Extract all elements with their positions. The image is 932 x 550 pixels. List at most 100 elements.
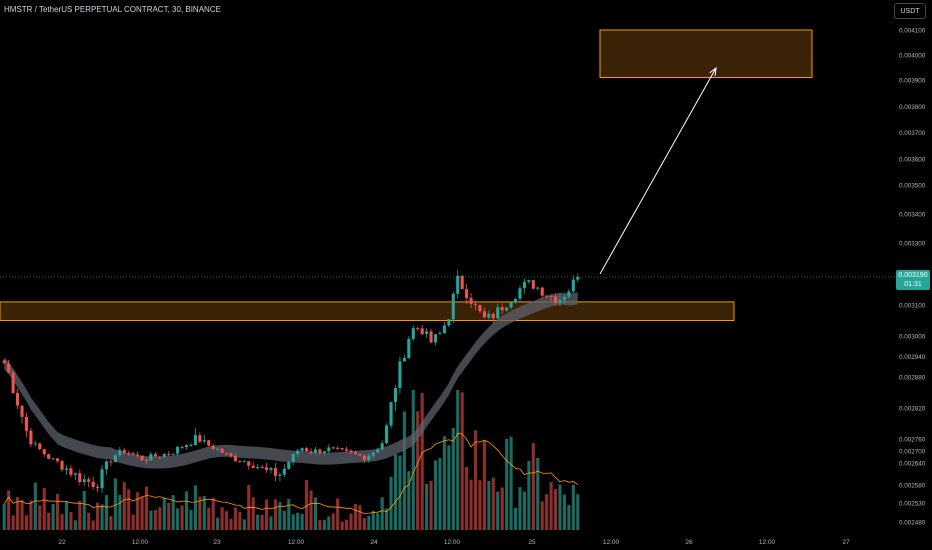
volume-bar xyxy=(91,520,95,530)
candle-body xyxy=(425,331,429,335)
volume-bar xyxy=(136,492,140,530)
volume-bar xyxy=(540,501,544,530)
candle-body xyxy=(24,416,29,431)
candle-body xyxy=(496,307,500,319)
candle-body xyxy=(571,279,575,292)
volume-bar xyxy=(371,510,375,530)
candle-body xyxy=(545,295,549,297)
candle-body xyxy=(353,452,358,455)
candle-body xyxy=(482,311,486,318)
volume-bar xyxy=(447,445,451,530)
time-tick-label: 25 xyxy=(528,539,536,546)
volume-bar xyxy=(47,512,51,530)
candle-body xyxy=(416,328,420,330)
volume-bar xyxy=(251,497,255,530)
candle-body xyxy=(447,319,451,326)
candle-body xyxy=(167,454,171,456)
last-price-value: 0.003190 xyxy=(898,272,928,279)
candle-body xyxy=(87,479,91,482)
volume-bar xyxy=(269,516,273,530)
candle-body xyxy=(140,455,144,460)
candle-body xyxy=(16,392,20,406)
candle-body xyxy=(64,468,69,470)
candle-body xyxy=(260,466,264,468)
candle-body xyxy=(318,449,322,454)
candle-body xyxy=(287,461,291,469)
volume-bar xyxy=(482,440,486,530)
candle-body xyxy=(296,450,300,454)
candle-body xyxy=(540,287,544,296)
volume-bar xyxy=(87,512,91,530)
candle-body xyxy=(576,277,580,280)
candle-body xyxy=(109,461,113,463)
candle-body xyxy=(171,453,175,455)
candle-body xyxy=(456,275,460,294)
candle-body xyxy=(211,445,215,450)
volume-bar xyxy=(313,497,318,530)
volume-bar xyxy=(353,503,358,530)
volume-bar xyxy=(7,490,11,530)
volume-bar xyxy=(478,480,482,530)
volume-bar xyxy=(167,502,171,530)
volume-bar xyxy=(296,512,300,530)
candle-body xyxy=(162,454,166,458)
candle-body xyxy=(558,299,562,303)
candle-body xyxy=(393,388,398,403)
volume-bar xyxy=(367,516,371,530)
volume-bar xyxy=(433,460,438,530)
candle-body xyxy=(238,461,242,463)
volume-bar xyxy=(16,497,20,530)
volume-bar xyxy=(149,510,153,530)
volume-bar xyxy=(264,499,269,530)
volume-bar xyxy=(24,515,29,530)
volume-bar xyxy=(340,521,344,530)
volume-bar xyxy=(256,514,260,530)
candle-body xyxy=(180,446,184,448)
price-tick-label: 0.002760 xyxy=(899,437,926,444)
candle-body xyxy=(198,435,202,442)
volume-bar xyxy=(336,498,340,530)
volume-bar xyxy=(184,491,189,530)
time-axis: 22 12:00 23 12:00 24 12:00 25 12:00 26 12:00 27 xyxy=(58,539,850,546)
candle-body xyxy=(469,297,473,304)
volume-bar xyxy=(162,497,166,530)
candle-body xyxy=(118,450,122,456)
time-tick-label: 26 xyxy=(685,539,693,546)
candle-body xyxy=(256,466,260,468)
volume-bar xyxy=(553,488,558,530)
volume-bar xyxy=(287,498,291,530)
candle-body xyxy=(460,275,464,290)
candle-body xyxy=(362,455,366,460)
candle-body xyxy=(527,280,531,282)
candle-body xyxy=(385,425,389,444)
volume-bar xyxy=(460,392,464,530)
arrow-line xyxy=(599,67,717,275)
candle-body xyxy=(193,435,197,446)
volume-bar xyxy=(100,504,104,530)
time-tick-label: 27 xyxy=(842,539,850,546)
candle-body xyxy=(442,325,446,334)
volume-bar xyxy=(562,494,566,530)
volume-bar xyxy=(318,520,322,530)
candle-body xyxy=(518,288,522,299)
candle-body xyxy=(371,452,375,456)
candle-body xyxy=(562,296,566,300)
volume-bar xyxy=(500,487,504,530)
currency-selector[interactable]: USDT xyxy=(894,3,926,19)
candle-body xyxy=(202,440,206,442)
candle-body xyxy=(127,453,131,455)
candle-body xyxy=(331,447,335,449)
candle-body xyxy=(11,372,15,393)
bar-countdown: 01:31 xyxy=(904,281,922,288)
time-tick-label: 12:00 xyxy=(444,539,461,546)
volume-bar xyxy=(291,514,295,530)
volume-bar xyxy=(416,411,420,530)
volume-bar xyxy=(140,497,144,530)
volume-bar xyxy=(29,500,33,530)
volume-bar xyxy=(211,498,215,530)
volume-bar xyxy=(451,427,455,530)
volume-bar xyxy=(402,411,406,530)
candle-body xyxy=(291,453,295,462)
volume-bar xyxy=(309,490,313,530)
